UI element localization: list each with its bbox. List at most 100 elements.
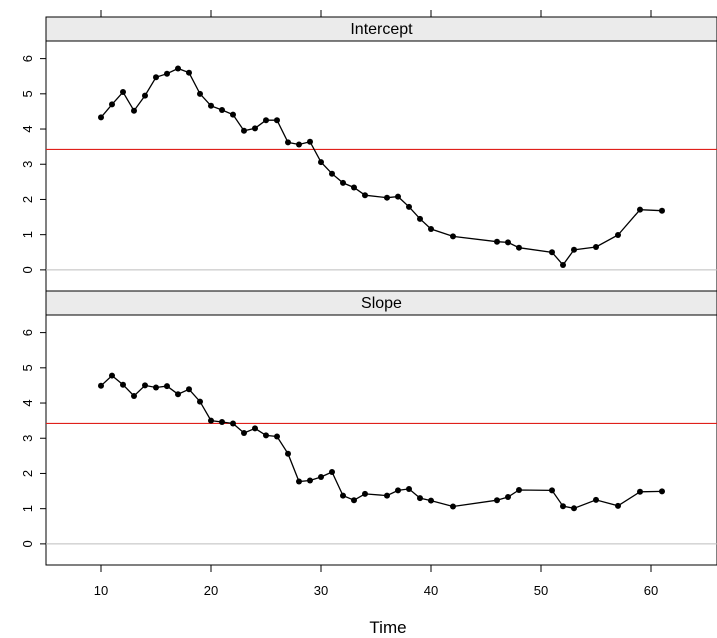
data-point (549, 487, 555, 494)
data-point (384, 194, 390, 201)
data-point (340, 492, 346, 499)
strip-label: Slope (361, 295, 402, 312)
data-point (285, 450, 291, 457)
data-point (406, 203, 412, 210)
data-point (219, 419, 225, 426)
data-point (142, 92, 148, 99)
data-point (175, 65, 181, 72)
x-tick-label: 30 (314, 583, 328, 598)
data-point (285, 139, 291, 146)
data-point (109, 101, 115, 108)
series-line (100, 374, 663, 509)
y-tick-label: 2 (20, 196, 35, 203)
data-point (263, 117, 269, 124)
data-point (505, 239, 511, 246)
x-tick-label: 20 (204, 583, 218, 598)
data-point (307, 138, 313, 145)
data-point (659, 488, 665, 495)
data-point (230, 111, 236, 118)
x-axis-title: Time (369, 618, 406, 637)
data-point (153, 384, 159, 391)
y-tick-label: 4 (20, 125, 35, 132)
data-point (131, 392, 137, 399)
data-point (307, 477, 313, 484)
data-point (318, 159, 324, 166)
data-point (362, 192, 368, 199)
data-point (296, 141, 302, 148)
data-point (494, 238, 500, 245)
y-tick-label: 2 (20, 470, 35, 477)
data-point (637, 488, 643, 495)
data-point (274, 117, 280, 124)
data-point (659, 207, 665, 214)
data-point (593, 243, 599, 250)
data-point (219, 107, 225, 114)
data-point (241, 127, 247, 134)
data-point (252, 425, 258, 432)
data-point (505, 494, 511, 501)
data-point (296, 478, 302, 485)
data-point (395, 193, 401, 200)
data-point (98, 382, 104, 389)
data-point (560, 261, 566, 268)
panel-intercept: Intercept 0 1 2 3 4 5 6 (20, 16, 717, 292)
data-point (153, 74, 159, 81)
data-point (142, 382, 148, 389)
data-point (362, 490, 368, 497)
y-tick-label: 5 (20, 364, 35, 371)
data-point (406, 485, 412, 492)
data-point (351, 497, 357, 504)
data-point (186, 69, 192, 76)
x-axis: 10 20 30 40 50 60 (94, 10, 658, 598)
data-point (164, 383, 170, 390)
data-point (197, 90, 203, 97)
y-tick-label: 1 (20, 231, 35, 238)
data-point (274, 433, 280, 440)
strip-label: Intercept (350, 21, 413, 38)
data-point (186, 386, 192, 393)
data-point (197, 398, 203, 405)
data-point (340, 179, 346, 186)
y-tick-label: 4 (20, 399, 35, 406)
data-point (615, 502, 621, 509)
data-point (351, 184, 357, 191)
data-point (450, 503, 456, 510)
y-tick-label: 6 (20, 329, 35, 336)
panel-frame (45, 40, 717, 292)
y-tick-label: 1 (20, 505, 35, 512)
y-tick-label: 3 (20, 161, 35, 168)
data-point (560, 503, 566, 510)
panel-frame (45, 314, 717, 566)
data-point (384, 492, 390, 499)
data-point (516, 487, 522, 493)
data-point (417, 495, 423, 502)
data-point (571, 505, 577, 512)
series-line (100, 67, 663, 266)
data-point (230, 420, 236, 427)
y-tick-label: 5 (20, 90, 35, 97)
data-point (175, 391, 181, 398)
y-tick-label: 3 (20, 435, 35, 442)
data-point (417, 215, 423, 222)
data-point (329, 469, 335, 476)
x-tick-label: 10 (94, 583, 108, 598)
data-point (329, 170, 335, 177)
data-point (637, 206, 643, 213)
data-point (318, 473, 324, 480)
data-point (516, 244, 522, 251)
x-tick-label: 40 (424, 583, 438, 598)
data-point (494, 497, 500, 504)
data-point (241, 429, 247, 436)
data-point (109, 372, 115, 379)
data-point (120, 89, 126, 96)
data-point (549, 249, 555, 256)
data-point (428, 226, 434, 233)
data-point (263, 432, 269, 439)
data-point (98, 114, 104, 121)
data-point (593, 496, 599, 503)
x-tick-label: 50 (534, 583, 548, 598)
chart-panels: Intercept 0 1 2 3 4 5 6 Slope 0 1 2 3 4 5 6 (20, 16, 717, 566)
panel-slope: Slope 0 1 2 3 4 5 6 (20, 290, 717, 566)
y-tick-label: 0 (20, 266, 35, 273)
data-point (131, 107, 137, 114)
